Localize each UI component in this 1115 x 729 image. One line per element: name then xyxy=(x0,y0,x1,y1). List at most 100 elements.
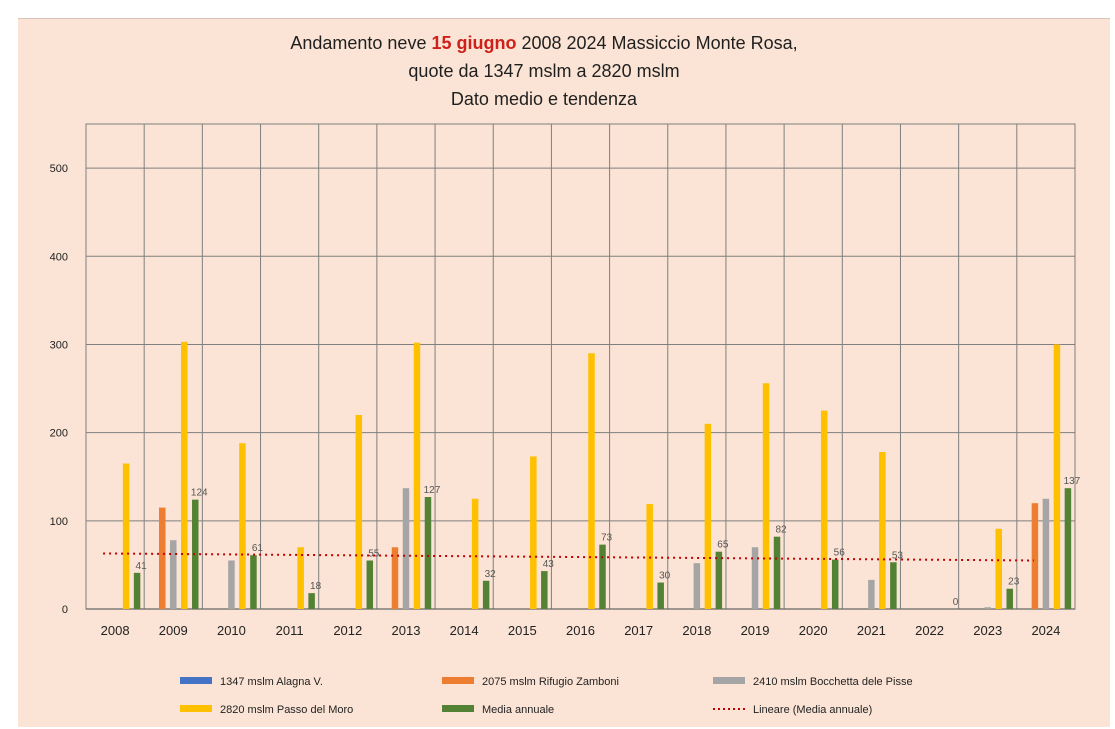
chart-title-post: 2008 2024 Massiccio Monte Rosa, xyxy=(516,33,797,53)
plot-area: 0100200300400500412008124200961201018201… xyxy=(50,123,1081,638)
bar xyxy=(170,540,177,609)
data-label: 53 xyxy=(892,550,904,561)
data-label: 41 xyxy=(136,561,148,572)
bar xyxy=(1031,503,1039,609)
x-tick-label: 2015 xyxy=(508,623,537,638)
data-label: 0 xyxy=(953,597,959,608)
chart-title-line-1: Andamento neve 15 giugno 2008 2024 Massi… xyxy=(290,33,797,53)
legend-swatch xyxy=(442,705,474,712)
x-tick-label: 2009 xyxy=(159,623,188,638)
data-label: 124 xyxy=(191,488,208,499)
x-tick-label: 2018 xyxy=(682,623,711,638)
bar xyxy=(1053,344,1061,609)
bar xyxy=(250,555,257,609)
legend-label: 1347 mslm Alagna V. xyxy=(220,676,323,688)
bar xyxy=(657,582,664,609)
y-tick-label: 0 xyxy=(62,604,68,616)
chart-title-line-2: quote da 1347 mslm a 2820 mslm xyxy=(408,61,679,81)
bar xyxy=(239,443,246,609)
bar xyxy=(133,572,141,609)
data-label: 61 xyxy=(252,543,264,554)
bar xyxy=(355,415,363,609)
x-tick-label: 2022 xyxy=(915,623,944,638)
bar xyxy=(159,507,166,609)
bar xyxy=(868,579,875,609)
legend-swatch xyxy=(180,705,212,712)
x-tick-label: 2010 xyxy=(217,623,246,638)
x-tick-label: 2011 xyxy=(276,623,304,638)
bar xyxy=(646,504,653,609)
bar xyxy=(704,423,712,609)
x-tick-label: 2013 xyxy=(392,623,421,638)
bar xyxy=(831,559,839,609)
legend: 1347 mslm Alagna V. 2075 mslm Rifugio Zam… xyxy=(180,676,913,716)
bar xyxy=(391,547,399,609)
bar xyxy=(820,410,828,609)
x-tick-label: 2008 xyxy=(101,623,130,638)
bar xyxy=(984,607,991,609)
y-tick-label: 100 xyxy=(50,516,68,528)
data-label: 127 xyxy=(424,485,441,496)
legend-label: Media annuale xyxy=(482,704,554,716)
x-tick-label: 2016 xyxy=(566,623,595,638)
y-tick-label: 200 xyxy=(50,428,68,440)
bar xyxy=(879,452,886,609)
legend-swatch xyxy=(713,677,745,684)
x-tick-label: 2012 xyxy=(333,623,362,638)
data-label: 137 xyxy=(1064,476,1081,487)
legend-label: Lineare (Media annuale) xyxy=(753,704,872,716)
x-tick-label: 2023 xyxy=(973,623,1002,638)
chart-panel: Andamento neve 15 giugno 2008 2024 Massi… xyxy=(18,18,1110,727)
data-label: 65 xyxy=(717,540,729,551)
bar xyxy=(1064,488,1072,609)
plot-border xyxy=(85,123,1076,610)
trendline xyxy=(103,552,1034,562)
legend-label: 2820 mslm Passo del Moro xyxy=(220,704,353,716)
chart-title-pre: Andamento neve xyxy=(290,33,431,53)
bar xyxy=(693,563,701,609)
bar xyxy=(366,560,374,609)
bar xyxy=(530,456,537,609)
bar xyxy=(228,560,235,609)
legend-label: 2410 mslm Bocchetta dele Pisse xyxy=(753,676,913,688)
bar xyxy=(715,551,723,609)
data-label: 30 xyxy=(659,571,671,582)
bar xyxy=(413,342,421,609)
bar xyxy=(192,499,199,609)
data-label: 73 xyxy=(601,533,613,544)
bar xyxy=(890,562,897,609)
legend-label: 2075 mslm Rifugio Zamboni xyxy=(482,676,619,688)
data-label: 82 xyxy=(775,525,787,536)
legend-swatch xyxy=(442,677,474,684)
chart-title-highlight: 15 giugno xyxy=(431,33,516,53)
bar xyxy=(599,544,606,609)
bar xyxy=(181,341,188,609)
x-tick-label: 2019 xyxy=(741,623,770,638)
data-label: 55 xyxy=(368,549,380,560)
bar xyxy=(1042,498,1050,609)
y-tick-label: 500 xyxy=(50,163,68,175)
x-tick-label: 2024 xyxy=(1031,623,1060,638)
data-label: 43 xyxy=(543,559,555,570)
x-tick-label: 2021 xyxy=(857,623,886,638)
y-tick-label: 300 xyxy=(50,339,68,351)
bar xyxy=(402,488,410,609)
data-label: 56 xyxy=(834,548,846,559)
bar xyxy=(471,498,479,609)
x-tick-label: 2014 xyxy=(450,623,479,638)
y-tick-label: 400 xyxy=(50,251,68,263)
bar xyxy=(995,528,1002,609)
bar xyxy=(1006,588,1013,609)
bar xyxy=(541,571,548,609)
bar xyxy=(751,547,759,609)
bar xyxy=(773,536,781,609)
bar xyxy=(122,463,130,609)
legend-swatch xyxy=(180,677,212,684)
chart-title-line-3: Dato medio e tendenza xyxy=(451,89,638,109)
x-tick-label: 2020 xyxy=(799,623,828,638)
data-label: 32 xyxy=(485,569,497,580)
data-label: 18 xyxy=(310,581,322,592)
bar xyxy=(297,547,304,609)
bar xyxy=(762,383,770,609)
